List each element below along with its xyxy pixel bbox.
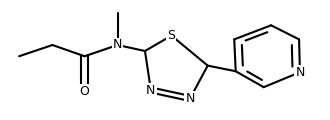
Text: O: O xyxy=(80,85,89,98)
Text: N: N xyxy=(295,66,305,79)
Text: N: N xyxy=(185,92,195,105)
Text: N: N xyxy=(113,39,122,51)
Text: N: N xyxy=(146,84,155,96)
Text: S: S xyxy=(168,29,176,42)
